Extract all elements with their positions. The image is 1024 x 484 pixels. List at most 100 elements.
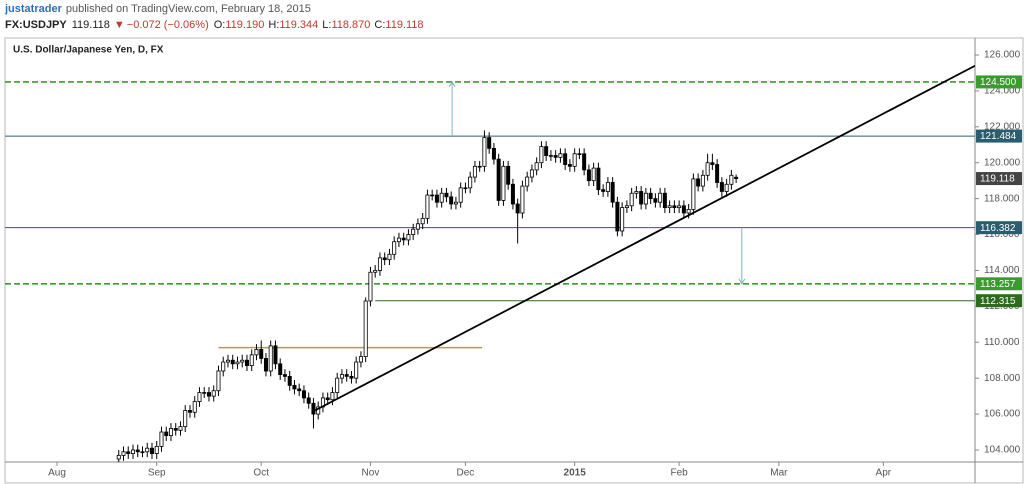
candle-body [482,137,487,167]
candle-body [648,192,653,200]
candle-body [458,187,463,203]
x-tick-label: Apr [876,468,892,479]
candle-body [126,451,131,454]
candle-body [715,164,720,183]
price-label-bg [976,221,1022,235]
candle-body [515,203,520,214]
ohlc-key: H: [268,19,279,31]
change-arrow: ▼ [114,19,125,31]
candle-body [662,192,667,209]
candle-body [145,447,150,453]
candle-body [168,428,173,437]
candle-body [463,187,468,190]
candle-body [377,257,382,271]
candle-body [415,223,420,230]
candle-body [230,359,235,365]
frame [4,37,1024,484]
price-label: 113.257 [980,279,1016,290]
candle-body [719,182,724,192]
candle-body [610,182,615,203]
candle-body [548,155,553,157]
candle-body [173,428,178,431]
candle-body [244,359,249,367]
candle-body [724,183,729,192]
candle-body [563,153,568,165]
candle-body [335,377,340,393]
ohlc-value: 119.118 [385,19,423,31]
candle-body [615,201,620,232]
symbol-line: FX:USDJPY 119.118 ▼ −0.072 (−0.06%) O:119.19… [5,19,424,31]
candle-body [520,185,525,214]
published: published on TradingView.com, February 1… [66,3,311,15]
candle-body [240,359,245,363]
candle-body [677,205,682,209]
candle-body [453,201,458,205]
candle-body [553,155,558,158]
y-tick-label: 114.000 [984,265,1020,276]
candle-body [192,401,197,413]
candle-body [130,449,135,454]
candle-body [282,374,287,377]
candle-body [672,205,677,209]
price-label-bg [976,277,1022,291]
y-tick-label: 116.000 [984,229,1020,240]
candle-body [354,361,359,379]
x-tick-label: Dec [457,468,475,479]
candle-body [501,165,506,201]
arrow-head [448,80,456,88]
ohlc-value: 118.870 [331,19,370,31]
candle-body [534,162,539,171]
candle-body [387,253,392,261]
candle-body [734,176,739,179]
candle-body [225,359,230,363]
candle-body [349,375,354,379]
ohlc-value: 119.190 [225,19,264,31]
candle-body [216,370,221,392]
candle-body [439,192,444,203]
price-label-bg [976,294,1022,308]
y-tick-label: 122.000 [984,121,1021,132]
candle-body [430,194,435,197]
candle-body [368,271,373,302]
candle-body [601,189,606,192]
candle-body [363,300,368,358]
candle-body [591,167,596,182]
author: justatrader [4,3,63,15]
candle-body [700,174,705,187]
candle-body [525,176,530,187]
candle-body [425,194,430,219]
candle-body [406,234,411,241]
candle-body [444,192,449,198]
x-tick-label: 2015 [564,468,587,479]
y-tick-label: 126.000 [984,50,1021,61]
x-tick-label: Oct [253,468,269,479]
candle-body [691,178,696,210]
candle-body [344,374,349,377]
candle-body [211,390,216,397]
candle-body [477,165,482,168]
symbol: FX:USDJPY [5,19,67,31]
arrow-head [738,278,746,285]
candle-body [140,451,145,453]
candle-body [577,153,582,155]
y-tick-label: 118.000 [984,193,1020,204]
candle-body [681,205,686,214]
candle-body [620,207,625,232]
candle-body [624,205,629,209]
candle-body [235,361,240,365]
candle-body [330,392,335,401]
candle-body [164,431,169,437]
ohlc-key: C: [374,19,385,31]
y-tick-label: 104.000 [984,445,1021,456]
candle-body [339,374,344,379]
candle-body [629,192,634,207]
candle-body [586,169,591,182]
candle-body [567,164,572,167]
price-label-bg [976,129,1022,143]
y-tick-label: 124.000 [984,86,1021,97]
chart-title: U.S. Dollar/Japanese Yen, D, FX [13,45,164,56]
price-label: 116.382 [980,223,1016,234]
candle-body [301,390,306,399]
